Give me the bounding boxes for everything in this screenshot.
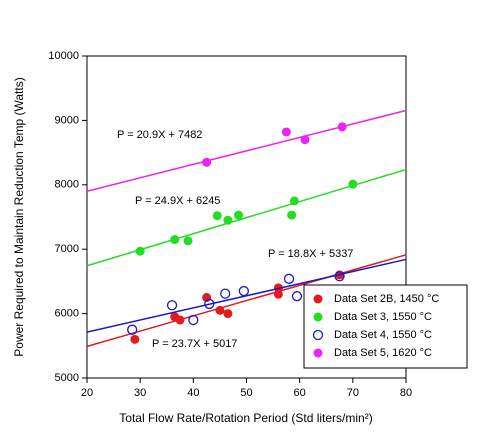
x-tick-label: 70 bbox=[347, 387, 359, 399]
data-point bbox=[273, 289, 283, 299]
data-point bbox=[166, 300, 178, 311]
data-point bbox=[183, 236, 193, 246]
x-tick-label: 50 bbox=[240, 387, 252, 399]
fit-line bbox=[86, 254, 407, 348]
data-point bbox=[334, 271, 345, 282]
data-point bbox=[212, 211, 222, 221]
legend-label: Data Set 3, 1550 °C bbox=[334, 311, 432, 323]
data-point bbox=[130, 334, 140, 344]
data-point bbox=[170, 235, 180, 245]
data-point bbox=[215, 305, 225, 315]
fit-line bbox=[86, 168, 407, 267]
legend-label: Data Set 5, 1620 °C bbox=[334, 347, 432, 359]
data-point bbox=[204, 298, 215, 310]
fit-equation: P = 23.7X + 5017 bbox=[152, 338, 237, 350]
data-point bbox=[289, 196, 299, 206]
data-point bbox=[135, 246, 145, 256]
legend-marker bbox=[313, 294, 323, 304]
x-tick-label: 60 bbox=[294, 387, 306, 399]
legend-marker bbox=[312, 329, 324, 341]
fit-equation: P = 18.8X + 5337 bbox=[268, 248, 353, 260]
fit-equation: P = 20.9X + 7482 bbox=[117, 129, 202, 141]
fit-line bbox=[86, 258, 407, 333]
y-tick-label: 10000 bbox=[48, 50, 79, 62]
data-point bbox=[281, 127, 291, 137]
data-point bbox=[220, 288, 231, 299]
data-point bbox=[223, 215, 233, 225]
data-point bbox=[175, 315, 185, 325]
data-point bbox=[202, 157, 212, 167]
data-point bbox=[234, 210, 244, 220]
data-point bbox=[188, 314, 199, 326]
legend-marker bbox=[313, 312, 323, 322]
data-point bbox=[238, 285, 249, 297]
legend-label: Data Set 4, 1550 °C bbox=[334, 329, 432, 341]
y-tick-label: 5000 bbox=[55, 372, 79, 384]
y-tick-label: 6000 bbox=[55, 308, 79, 320]
data-point bbox=[223, 309, 233, 319]
x-tick-label: 40 bbox=[187, 387, 199, 399]
fit-equation: P = 24.9X + 6245 bbox=[135, 195, 220, 207]
data-point bbox=[127, 324, 138, 335]
legend-label: Data Set 2B, 1450 °C bbox=[334, 293, 439, 305]
legend-marker bbox=[313, 348, 323, 358]
data-point bbox=[300, 135, 310, 145]
data-point bbox=[337, 122, 347, 132]
data-point bbox=[348, 179, 358, 189]
legend-box bbox=[303, 284, 468, 369]
plot-area bbox=[86, 109, 407, 348]
y-axis-label: Power Required to Maintain Reduction Tem… bbox=[12, 77, 26, 356]
y-tick-label: 7000 bbox=[55, 243, 79, 255]
y-tick-label: 8000 bbox=[55, 179, 79, 191]
x-axis-label: Total Flow Rate/Rotation Period (Std lit… bbox=[119, 411, 372, 425]
data-point bbox=[287, 210, 297, 220]
fit-line bbox=[86, 109, 407, 192]
data-point bbox=[291, 291, 303, 302]
x-tick-label: 30 bbox=[134, 387, 146, 399]
x-tick-label: 80 bbox=[400, 387, 412, 399]
y-tick-label: 9000 bbox=[55, 114, 79, 126]
data-point bbox=[283, 273, 295, 284]
x-tick-label: 20 bbox=[81, 387, 93, 399]
